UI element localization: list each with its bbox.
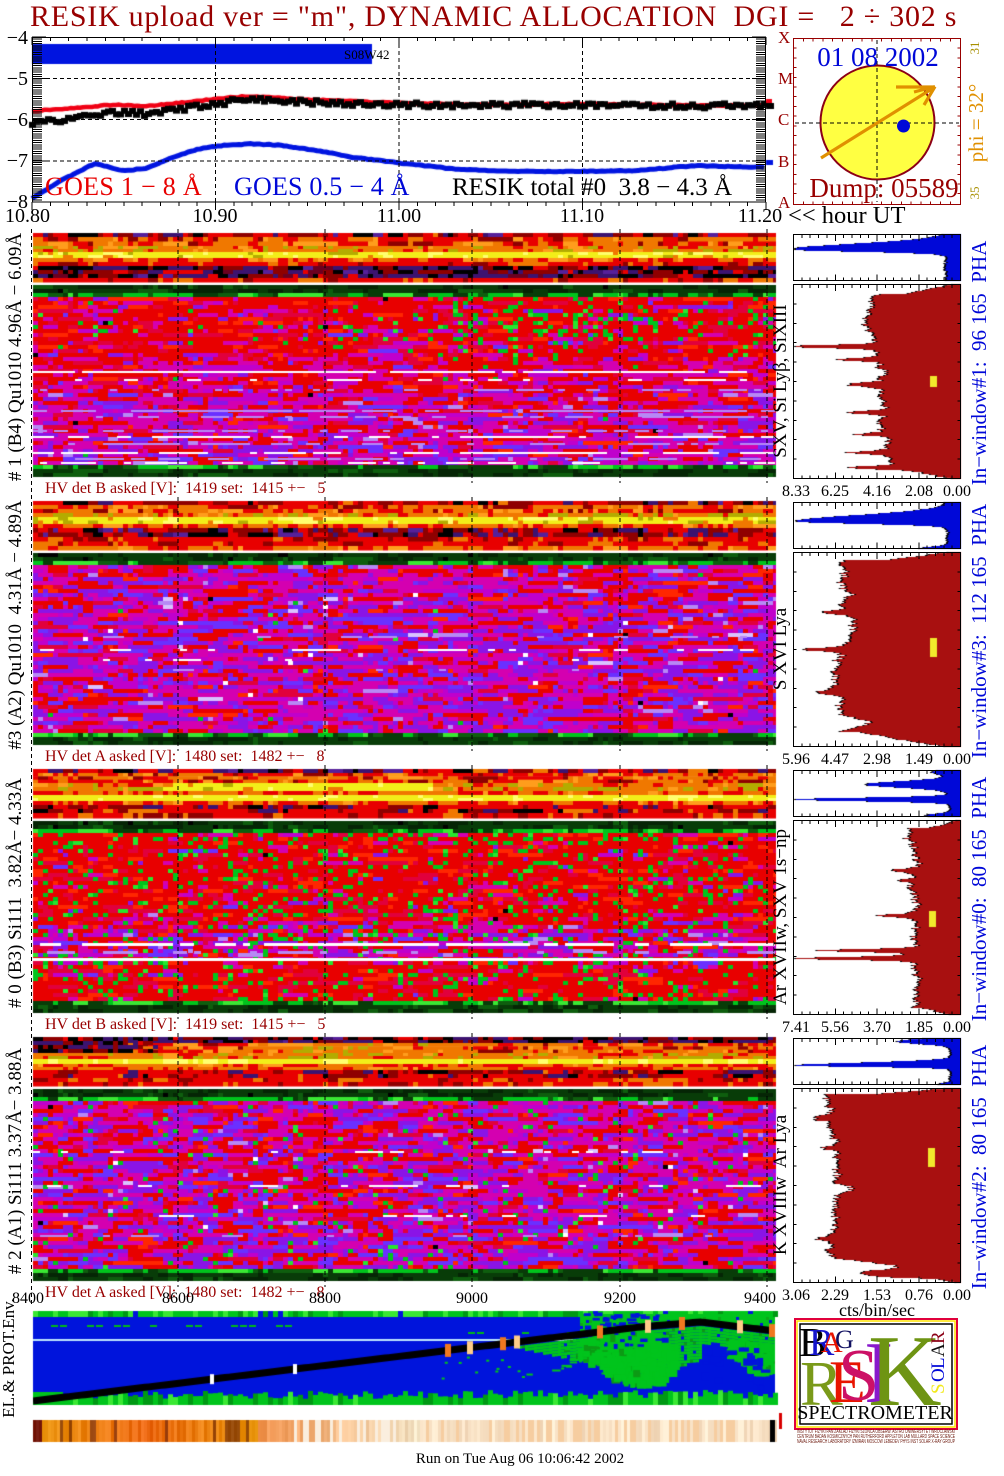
svg-text:A: A [821, 1326, 843, 1359]
svg-text:# 0 (B3) Si111 3.82Å− 4.33Å: # 0 (B3) Si111 3.82Å− 4.33Å [5, 778, 26, 1008]
svg-text:CENTRUM BADAN KOSMICZNYCH PAN: CENTRUM BADAN KOSMICZNYCH PAN RUTHERFORD… [797, 1434, 955, 1440]
svg-text:E: E [829, 1349, 866, 1415]
svg-text:K XVIIIw Ar Lya: K XVIIIw Ar Lya [770, 1114, 791, 1255]
svg-text:9000: 9000 [456, 1290, 488, 1307]
svg-text:11.00: 11.00 [377, 205, 421, 227]
svg-text:−8: −8 [7, 191, 28, 213]
svg-text:8600: 8600 [162, 1290, 194, 1307]
svg-text:1.53: 1.53 [863, 1287, 891, 1304]
svg-text:O: O [928, 1368, 949, 1382]
svg-text:−7: −7 [7, 150, 28, 172]
svg-text:In−window#1: 96 165 PHA: In−window#1: 96 165 PHA [967, 240, 991, 485]
svg-text:5.96: 5.96 [782, 751, 810, 768]
svg-text:RESIK total #0 3.8 − 4.3 Å: RESIK total #0 3.8 − 4.3 Å [452, 174, 732, 201]
svg-text:#3 (A2) Qu1010 4.31Å − 4.89Å: #3 (A2) Qu1010 4.31Å − 4.89Å [5, 500, 26, 750]
svg-text:A: A [928, 1343, 949, 1357]
svg-text:35: 35 [967, 187, 982, 200]
svg-text:S: S [838, 1335, 879, 1417]
svg-text:HV det A asked [V]: 1480 set:: HV det A asked [V]: 1480 set: 1482 +− 8 [45, 748, 325, 765]
svg-text:In−window#0: 80 165 PHA: In−window#0: 80 165 PHA [967, 776, 991, 1021]
svg-text:HV det B asked [V]: 1419 set:: HV det B asked [V]: 1419 set: 1415 +− 5 [45, 480, 325, 497]
svg-text:SPECTROMETER: SPECTROMETER [797, 1402, 953, 1424]
svg-text:G: G [835, 1325, 854, 1354]
svg-text:C: C [778, 110, 789, 129]
svg-text:2.98: 2.98 [863, 751, 891, 768]
svg-text:3.70: 3.70 [863, 1019, 891, 1036]
svg-text:31: 31 [967, 42, 982, 55]
svg-text:HV det A asked [V]: 1480 set:: HV det A asked [V]: 1480 set: 1482 +− 8 [45, 1284, 325, 1301]
svg-text:0.00: 0.00 [943, 483, 971, 500]
svg-text:GOES 1 − 8 Å: GOES 1 − 8 Å [45, 172, 202, 201]
svg-text:EL.& PROT.Env.: EL.& PROT.Env. [0, 1298, 18, 1417]
svg-text:S XVI Lya: S XVI Lya [770, 607, 791, 690]
svg-text:−6: −6 [7, 109, 28, 131]
svg-text:B: B [778, 152, 789, 171]
svg-text:INSTYTUT FIZYKI PAN ZAKLAD FIZ: INSTYTUT FIZYKI PAN ZAKLAD FIZYKI SLONCA… [797, 1429, 955, 1435]
svg-text:RESIK upload ver = "m", DYNAMI: RESIK upload ver = "m", DYNAMIC ALLOCATI… [30, 0, 957, 33]
svg-text:Run on Tue Aug 06 10:06:42 200: Run on Tue Aug 06 10:06:42 2002 [416, 1451, 624, 1467]
svg-text:0.00: 0.00 [943, 1287, 971, 1304]
svg-text:4.47: 4.47 [821, 751, 849, 768]
svg-text:R: R [928, 1331, 949, 1344]
svg-text:Dump: 05589: Dump: 05589 [809, 173, 958, 203]
svg-text:<< hour UT: << hour UT [788, 202, 905, 229]
svg-text:Ar XVIIw, SXV 1s−np: Ar XVIIw, SXV 1s−np [770, 829, 791, 1005]
svg-text:L: L [928, 1357, 949, 1369]
svg-text:10.90: 10.90 [193, 205, 238, 227]
svg-text:0.00: 0.00 [943, 1019, 971, 1036]
svg-text:8.33: 8.33 [782, 483, 810, 500]
svg-text:M: M [778, 69, 793, 88]
svg-text:1.49: 1.49 [905, 751, 933, 768]
svg-text:6.25: 6.25 [821, 483, 849, 500]
svg-text:3.06: 3.06 [782, 1287, 810, 1304]
svg-text:HV det B asked [V]: 1419 set:: HV det B asked [V]: 1419 set: 1415 +− 5 [45, 1016, 325, 1033]
svg-text:K: K [868, 1315, 942, 1428]
svg-text:phi = 32°: phi = 32° [964, 84, 988, 163]
svg-text:SXV, Si Lyβ, SiXIII: SXV, Si Lyβ, SiXIII [770, 304, 791, 457]
svg-text:In−window#3: 112 165 PHA: In−window#3: 112 165 PHA [967, 503, 991, 758]
svg-text:GOES 0.5 − 4 Å: GOES 0.5 − 4 Å [234, 172, 410, 201]
svg-text:1.85: 1.85 [905, 1019, 933, 1036]
svg-text:01 08 2002: 01 08 2002 [817, 42, 939, 72]
svg-text:S: S [928, 1383, 949, 1394]
svg-text:9400: 9400 [744, 1290, 776, 1307]
svg-text:−4: −4 [7, 27, 28, 49]
svg-text:2.29: 2.29 [821, 1287, 849, 1304]
svg-text:7.41: 7.41 [782, 1019, 810, 1036]
svg-text:B: B [799, 1319, 826, 1365]
svg-text:In−window#2: 80 165 PHA: In−window#2: 80 165 PHA [967, 1044, 991, 1289]
svg-text:I: I [864, 1325, 893, 1422]
svg-text:9200: 9200 [604, 1290, 636, 1307]
svg-text:0.00: 0.00 [943, 751, 971, 768]
svg-text:X: X [778, 28, 790, 47]
svg-text:4.16: 4.16 [863, 483, 891, 500]
svg-text:8800: 8800 [309, 1290, 341, 1307]
svg-text:# 2 (A1) Si111 3.37Å− 3.88Å: # 2 (A1) Si111 3.37Å− 3.88Å [5, 1048, 26, 1274]
svg-text:10.80: 10.80 [5, 205, 50, 227]
svg-text:0.76: 0.76 [905, 1287, 933, 1304]
svg-text:# 1 (B4) Qu1010 4.96Å − 6.09Å: # 1 (B4) Qu1010 4.96Å − 6.09Å [5, 233, 26, 481]
svg-text:A: A [778, 193, 791, 212]
svg-text:−5: −5 [7, 68, 28, 90]
svg-text:8400: 8400 [12, 1290, 44, 1307]
svg-text:2.08: 2.08 [905, 483, 933, 500]
svg-text:5.56: 5.56 [821, 1019, 849, 1036]
svg-text:11.10: 11.10 [560, 205, 604, 227]
svg-text:NAVAL RESEARCH LABORATORY IZMI: NAVAL RESEARCH LABORATORY IZMIRAN MOSCOW… [797, 1439, 955, 1445]
svg-text:R: R [809, 1322, 835, 1364]
svg-text:11.20: 11.20 [738, 205, 782, 227]
svg-text:cts/bin/sec: cts/bin/sec [839, 1300, 915, 1320]
svg-text:R: R [800, 1348, 843, 1419]
svg-text:S08W42: S08W42 [344, 47, 390, 62]
